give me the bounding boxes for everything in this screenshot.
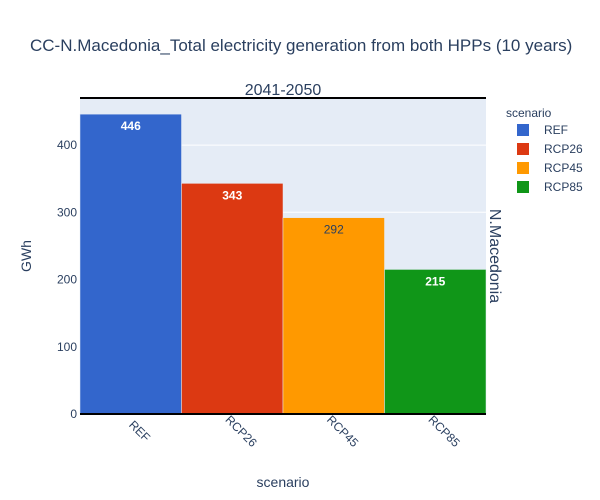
bar-value-label: 292	[324, 223, 344, 237]
chart-title: CC-N.Macedonia_Total electricity generat…	[30, 36, 572, 55]
y-tick-label: 0	[70, 407, 77, 421]
y-tick-label: 100	[57, 340, 77, 354]
legend-swatch	[517, 143, 529, 155]
facet-row-label: N.Macedonia	[486, 209, 503, 303]
legend-swatch	[517, 162, 529, 174]
legend-swatch	[517, 181, 529, 193]
bar-value-label: 446	[121, 119, 141, 133]
legend[interactable]: scenario REF RCP26 RCP45 RCP85	[506, 106, 583, 194]
facet-column-label: 2041-2050	[245, 82, 322, 99]
y-tick-label: 300	[57, 205, 77, 219]
x-tick-label: RCP26	[222, 413, 259, 450]
legend-label: RCP45	[544, 161, 583, 175]
x-axis-title: scenario	[257, 474, 310, 490]
x-tick-label: RCP45	[324, 413, 361, 450]
legend-item-rcp26[interactable]: RCP26	[517, 142, 583, 156]
legend-item-rcp45[interactable]: RCP45	[517, 161, 583, 175]
legend-label: RCP26	[544, 142, 583, 156]
bar-value-label: 215	[425, 274, 445, 288]
bar-rcp45[interactable]	[282, 217, 385, 415]
bar-rcp85[interactable]	[384, 269, 487, 415]
legend-label: RCP85	[544, 180, 583, 194]
legend-item-rcp85[interactable]: RCP85	[517, 180, 583, 194]
legend-item-ref[interactable]: REF	[517, 123, 568, 137]
y-axis-title: GWh	[18, 240, 34, 272]
bars	[79, 113, 487, 415]
y-tick-label: 400	[57, 138, 77, 152]
y-tick-label: 200	[57, 273, 77, 287]
bar-value-labels: 446 343 292 215	[121, 119, 446, 288]
x-tick-label: REF	[126, 418, 153, 445]
legend-label: REF	[544, 123, 568, 137]
x-tick-labels: REF RCP26 RCP45 RCP85	[126, 413, 463, 450]
y-tick-labels: 0 100 200 300 400	[57, 138, 77, 421]
x-tick-label: RCP85	[425, 413, 462, 450]
legend-swatch	[517, 124, 529, 136]
bar-value-label: 343	[222, 188, 242, 202]
legend-items[interactable]: REF RCP26 RCP45 RCP85	[517, 123, 583, 194]
bar-ref[interactable]	[79, 113, 182, 415]
bar-rcp26[interactable]	[181, 183, 284, 415]
legend-title: scenario	[506, 106, 552, 120]
